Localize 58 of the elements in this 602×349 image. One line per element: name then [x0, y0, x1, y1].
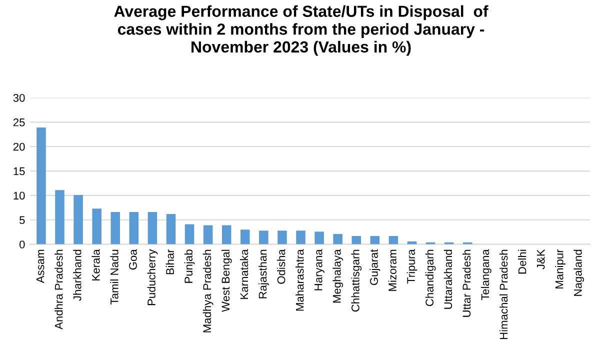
bar: [55, 190, 64, 244]
bar: [370, 236, 380, 244]
x-tick-label: Uttar Pradesh: [462, 250, 471, 317]
bar: [110, 212, 120, 244]
bar: [352, 236, 362, 244]
y-tick-label: 15: [14, 167, 25, 176]
x-tick-label: Bihar: [166, 249, 174, 274]
x-tick-label: Jharkhand: [73, 250, 82, 301]
y-tick-label: 0: [19, 240, 25, 248]
bar: [184, 224, 194, 244]
bar: [278, 230, 287, 244]
x-tick-label: Tripura: [406, 249, 418, 284]
x-tick-label: Tamil Nadu: [110, 250, 118, 304]
bar: [92, 208, 102, 244]
x-tick-label: Nagaland: [574, 250, 584, 296]
bar: [129, 212, 139, 244]
bar: [333, 234, 342, 244]
bar: [148, 212, 158, 244]
x-tick-label: Delhi: [518, 250, 526, 274]
bar: [74, 194, 83, 244]
bar: [314, 232, 324, 244]
x-tick-label: Haryana: [314, 249, 324, 290]
x-tick-label: Puducherry: [147, 249, 158, 306]
bar: [240, 230, 250, 244]
x-tick-label: Himachal Pradesh: [500, 250, 508, 340]
bar: [296, 230, 306, 244]
x-tick-label: Mizoram: [388, 250, 396, 291]
x-tick-label: Chhattisgarh: [351, 250, 362, 312]
x-tick-label: Rajasthan: [258, 250, 269, 298]
x-tick-label: Meghalaya: [332, 249, 344, 303]
y-tick-label: 5: [20, 216, 25, 224]
x-tick-label: Assam: [36, 250, 44, 284]
y-tick-label: 30: [13, 94, 25, 102]
x-tick-label: West Bengal: [221, 250, 232, 312]
y-tick-label: 10: [14, 192, 25, 200]
x-tick-label: Punjab: [184, 250, 195, 283]
x-tick-label: Madhya Pradesh: [202, 250, 214, 332]
bar: [36, 128, 46, 244]
x-tick-label: Kerala: [92, 249, 100, 280]
x-tick-label: J&K: [536, 249, 545, 270]
bar: [203, 225, 213, 244]
x-tick-label: Karnataka: [240, 249, 248, 299]
chart-title: Average Performance of State/UTs in Disposal of cases within 2 months from the period January - November 2023 (Values in %): [114, 5, 488, 56]
x-tick-label: Maharashtra: [296, 249, 304, 311]
x-tick-label: Chandigarh: [425, 250, 436, 306]
bar: [388, 236, 398, 244]
bar: [259, 230, 268, 244]
bar: [222, 225, 232, 244]
bar: [166, 214, 176, 244]
x-tick-label: Uttarakhand: [444, 250, 452, 309]
x-tick-label: Andhra Pradesh: [54, 250, 63, 330]
y-tick-label: 20: [13, 142, 25, 151]
x-tick-label: Odisha: [277, 249, 286, 284]
x-tick-label: Telangana: [480, 249, 492, 300]
x-tick-label: Goa: [129, 249, 137, 270]
y-tick-label: 25: [13, 118, 25, 126]
x-tick-label: Manipur: [555, 249, 566, 288]
x-tick-label: Gujarat: [370, 249, 380, 286]
